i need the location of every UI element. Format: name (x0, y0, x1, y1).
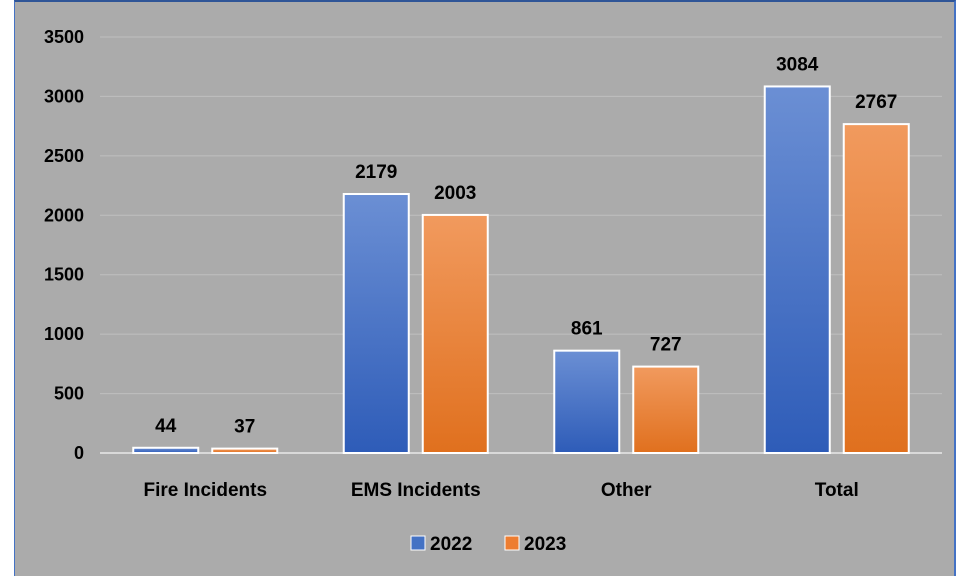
data-label: 2767 (855, 92, 897, 113)
y-axis: 0 500 1000 1500 2000 2500 3000 3500 (44, 27, 84, 463)
category-label: Fire Incidents (143, 480, 267, 501)
bars (132, 85, 910, 455)
bar-2022 (342, 193, 410, 454)
category-label: EMS Incidents (351, 480, 481, 501)
y-tick-label: 3500 (44, 27, 84, 47)
y-tick-label: 500 (54, 384, 84, 404)
legend-label: 2023 (524, 534, 566, 555)
legend-swatch-2023 (504, 535, 520, 551)
data-label: 3084 (776, 54, 819, 75)
legend: 2022 2023 (410, 534, 566, 555)
bar-2023 (421, 213, 489, 454)
y-tick-label: 1000 (44, 324, 84, 344)
y-tick-label: 1500 (44, 265, 84, 285)
bar-2023 (632, 365, 700, 454)
data-labels: 44 37 2179 2003 861 727 3084 2767 (155, 54, 897, 437)
legend-swatch-2022 (410, 535, 426, 551)
bar-2022 (132, 446, 200, 455)
data-label: 44 (155, 416, 177, 437)
bar-2023 (211, 447, 279, 455)
bar-2022 (553, 349, 621, 454)
category-label: Other (601, 480, 652, 501)
data-label: 861 (571, 319, 603, 340)
bar-2022 (763, 85, 831, 454)
y-tick-label: 0 (74, 443, 84, 463)
bar-2023 (842, 123, 910, 454)
data-label: 37 (234, 417, 255, 438)
data-label: 727 (650, 335, 682, 356)
data-label: 2003 (434, 183, 476, 204)
legend-label: 2022 (430, 534, 472, 555)
y-tick-label: 2000 (44, 205, 84, 225)
category-label: Total (815, 480, 859, 501)
data-label: 2179 (355, 162, 397, 183)
x-axis: Fire Incidents EMS Incidents Other Total (143, 480, 858, 501)
y-tick-label: 2500 (44, 146, 84, 166)
y-tick-label: 3000 (44, 86, 84, 106)
